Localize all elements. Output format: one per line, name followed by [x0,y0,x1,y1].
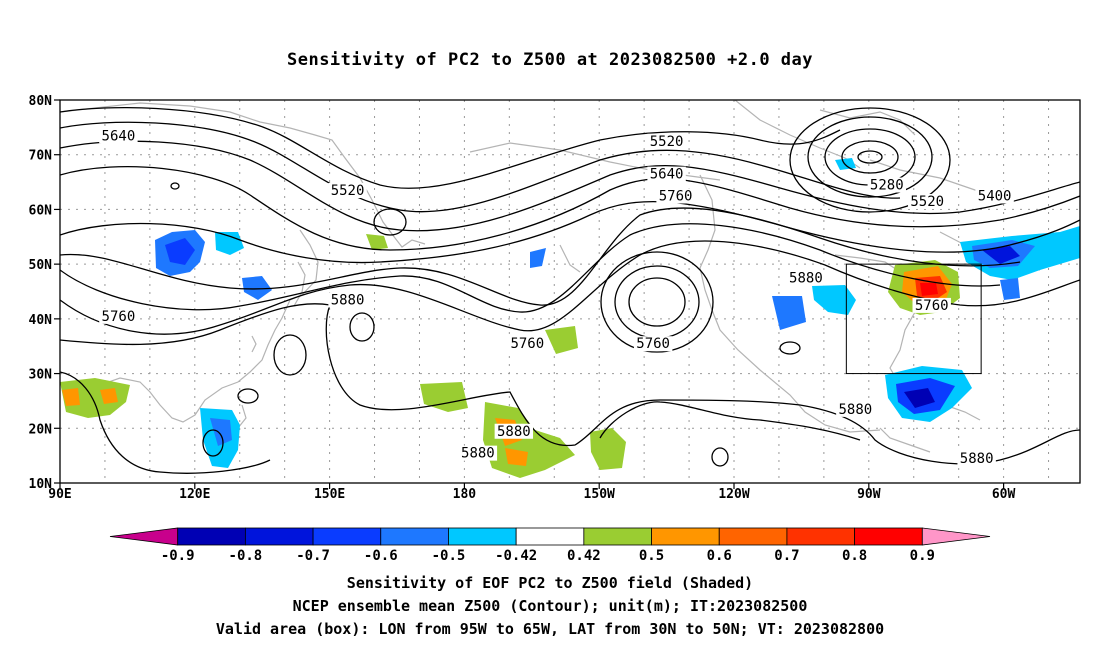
colorbar-tick-label: -0.8 [229,548,263,564]
colorbar-swatch [244,527,314,546]
map-title: Sensitivity of PC2 to Z500 at 2023082500… [286,50,813,70]
colorbar-swatch [177,527,246,546]
contour-label: 5640 [650,167,684,183]
contour-label-bg [908,193,947,209]
contour-label-bg [647,166,686,182]
contour-label-bg [328,292,367,308]
caption-contour: NCEP ensemble mean Z500 (Contour); unit(… [292,597,808,615]
contour-label: 5760 [102,309,136,325]
contour-label: 5880 [461,446,495,462]
colorbar-swatch [109,527,179,546]
contour-label: 5520 [910,194,944,210]
colorbar-tick-label: -0.6 [364,548,398,564]
colorbar: -0.9 -0.8 -0.7 -0.6 -0.5 -0.42 0.42 0.5 0.6 0.7 0.… [109,527,991,564]
contour-label-bg [786,270,826,286]
contour-label-bg [957,451,996,467]
contour-label-bg [867,177,906,193]
lon-label: 150E [314,487,345,502]
contour-label: 5760 [659,188,693,204]
lon-label: 150W [584,487,615,502]
colorbar-swatch [312,527,382,546]
lon-label: 120E [179,487,210,502]
lon-label: 90E [48,487,71,502]
map-frame [59,99,1081,484]
lat-label: 50N [29,258,53,273]
lon-label: 90W [857,487,881,502]
contour-label-bg [656,188,695,204]
contour-label-bg [912,297,951,313]
contour-labels: 5640 5520 5880 5760 5520 5640 5760 5760 5760 5880… [99,128,1014,467]
lat-label: 20N [29,422,53,437]
lat-label: 40N [29,313,53,328]
caption-valid-area: Valid area (box): LON from 95W to 65W, L… [215,620,885,638]
contour-label: 5760 [636,336,670,352]
colorbar-tick-label: 0.6 [707,548,732,564]
colorbar-tick-label: -0.5 [432,548,466,564]
sensitivity-shading [60,158,1080,478]
lat-label: 70N [29,149,53,164]
contour-label: 5280 [870,178,904,194]
colorbar-swatch [583,527,652,546]
contour-label-bg [99,128,138,144]
colorbar-swatch [651,527,720,546]
colorbar-tick-label: 0.8 [842,548,867,564]
contour-label: 5520 [650,134,684,150]
contour-label-bg [328,183,367,199]
contour-label-bg [458,445,498,461]
colorbar-tick-label: 0.9 [910,548,935,564]
colorbar-swatch [515,527,585,546]
lat-label: 60N [29,203,53,218]
colorbar-swatch [380,527,449,546]
latitude-labels: 80N 70N 60N 50N 40N 30N 20N 10N [29,94,60,492]
contour-label: 5880 [497,424,531,440]
colorbar-tick-label: -0.7 [296,548,330,564]
contour-label: 5880 [789,271,823,287]
contour-label: 5760 [510,336,544,352]
colorbar-swatch [718,527,788,546]
contour-label-bg [647,133,686,149]
contour-label-bg [975,188,1014,204]
colorbar-tick-label: 0.42 [567,548,601,564]
lon-label: 120W [718,487,749,502]
lat-label: 30N [29,368,53,383]
contour-label-bg [99,308,138,324]
contour-label-bg [836,401,875,417]
colorbar-swatch [854,527,923,546]
colorbar-swatch [921,527,991,546]
colorbar-tick-label: 0.7 [774,548,799,564]
longitude-labels: 90E 120E 150E 180 150W 120W 90W 60W [48,483,1016,502]
lat-label: 80N [29,94,53,109]
valid-area-box [845,263,982,375]
colorbar-tick-label: 0.5 [639,548,664,564]
colorbar-swatch [448,527,517,546]
height-contours [60,106,1080,474]
colorbar-swatch [786,527,856,546]
lat-label: 10N [29,477,53,492]
contour-label: 5520 [331,183,365,199]
caption-shading: Sensitivity of EOF PC2 to Z500 field (Sh… [346,574,754,592]
colorbar-tick-label: -0.9 [161,548,195,564]
contour-label: 5880 [838,402,872,418]
contour-label: 5400 [978,188,1012,204]
lon-label: 180 [453,487,477,502]
contour-label: 5760 [915,298,949,314]
contour-label: 5880 [331,292,365,308]
lon-label: 60W [992,487,1016,502]
contour-label-bg [494,423,534,439]
contour-label: 5640 [102,128,136,144]
colorbar-tick-label: -0.42 [495,548,537,564]
contour-label-bg [508,336,547,352]
contour-label: 5880 [960,451,994,467]
contour-label-bg [633,336,673,352]
